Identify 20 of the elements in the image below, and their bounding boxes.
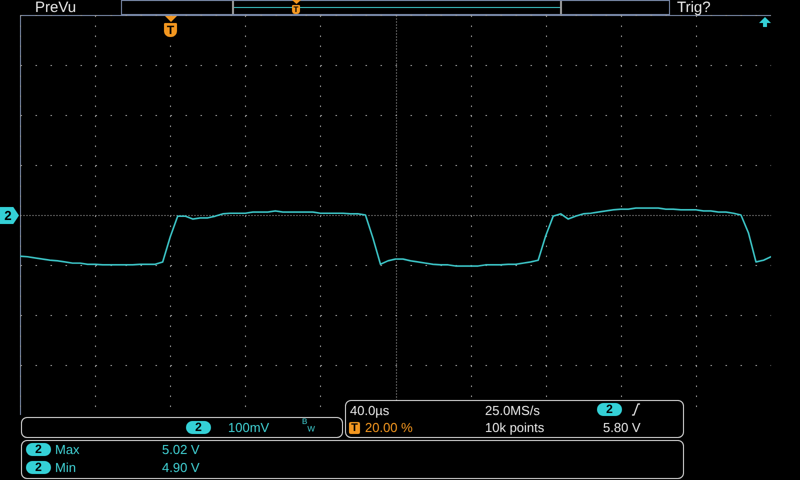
text: Trig? — [677, 0, 711, 16]
text: 2 — [597, 402, 622, 416]
text: 5.80 V — [603, 420, 641, 435]
text: 40.0µs — [350, 403, 390, 418]
text: Min — [55, 460, 76, 475]
text: PreVu — [35, 0, 76, 16]
text: 2 — [26, 460, 51, 474]
text: 2 — [0, 207, 19, 224]
text: 25.0MS/s — [485, 403, 540, 418]
text: 2 — [26, 442, 51, 456]
text: 100mV — [228, 420, 270, 435]
text: 4.90 V — [162, 460, 200, 475]
text: 5.02 V — [162, 442, 200, 457]
text: T — [292, 5, 300, 14]
text: T — [349, 422, 360, 434]
text: T — [164, 23, 177, 37]
text: 2 — [186, 420, 211, 434]
text: 10k points — [485, 420, 544, 435]
text: 20.00 % — [365, 420, 413, 435]
text: Max — [55, 442, 80, 457]
